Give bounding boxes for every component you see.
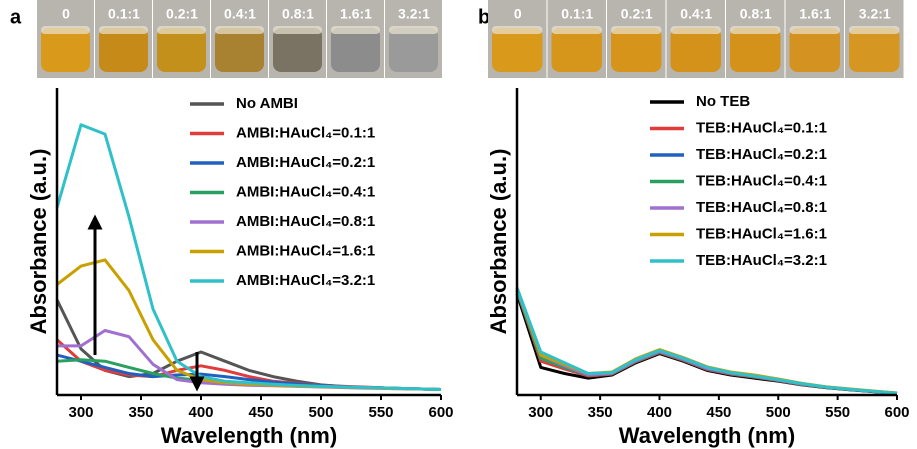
legend-label: AMBI:HAuCl₄=0.4:1 (236, 183, 375, 200)
vial-rim (99, 26, 148, 34)
vial-rim (389, 26, 438, 34)
x-tick-label: 400 (647, 404, 672, 421)
x-tick-label: 600 (428, 404, 453, 421)
legend-label: No AMBI (236, 95, 298, 112)
vial-label: 1.6:1 (799, 6, 831, 22)
legend-label: AMBI:HAuCl₄=0.1:1 (236, 124, 375, 141)
x-tick-label: 300 (528, 404, 553, 421)
x-tick-label: 550 (825, 404, 850, 421)
panel-label: b (478, 6, 490, 28)
vial-liquid (492, 28, 543, 72)
data-line (515, 287, 898, 395)
vial-liquid (849, 28, 900, 72)
vial-label: 0.4:1 (680, 6, 712, 22)
data-line (515, 288, 898, 395)
panel-label: a (10, 6, 22, 28)
vial-label: 0.8:1 (740, 6, 772, 22)
vial-label: 0.1:1 (561, 6, 593, 22)
vial-label: 0.4:1 (224, 6, 256, 22)
vial-rim (273, 26, 322, 34)
y-axis-label: Absorbance (a.u.) (26, 149, 51, 335)
vial-label: 0 (514, 6, 522, 22)
vial-rim (611, 26, 662, 34)
data-line (515, 290, 898, 395)
vial-label: 0 (62, 6, 70, 22)
data-line (515, 290, 898, 395)
x-tick-label: 500 (308, 404, 333, 421)
vial-label: 3.2:1 (859, 6, 891, 22)
legend-label: TEB:HAuCl₄=0.1:1 (696, 119, 827, 136)
x-tick-label: 600 (884, 404, 909, 421)
vial-rim (492, 26, 543, 34)
vial-rim (730, 26, 781, 34)
x-axis-label: Wavelength (nm) (619, 423, 795, 448)
legend-label: AMBI:HAuCl₄=0.2:1 (236, 154, 375, 171)
y-axis-label: Absorbance (a.u.) (486, 149, 511, 335)
vial-liquid (670, 28, 721, 72)
vial-rim (551, 26, 602, 34)
vial-liquid (730, 28, 781, 72)
vial-rim (789, 26, 840, 34)
vial-rim (849, 26, 900, 34)
x-tick-label: 350 (128, 404, 153, 421)
vial-label: 0.8:1 (282, 6, 314, 22)
vial-label: 0.2:1 (166, 6, 198, 22)
vial-rim (41, 26, 90, 34)
legend-label: No TEB (696, 93, 750, 110)
data-line (515, 293, 898, 395)
legend-label: TEB:HAuCl₄=1.6:1 (696, 225, 827, 242)
vial-rim (215, 26, 264, 34)
x-tick-label: 350 (588, 404, 613, 421)
legend-label: TEB:HAuCl₄=3.2:1 (696, 252, 827, 269)
legend-label: TEB:HAuCl₄=0.4:1 (696, 172, 827, 189)
data-line (515, 287, 898, 395)
legend-label: TEB:HAuCl₄=0.2:1 (696, 146, 827, 163)
vial-liquid (273, 28, 322, 72)
legend-label: TEB:HAuCl₄=0.8:1 (696, 199, 827, 216)
data-line (515, 290, 898, 395)
x-tick-label: 300 (68, 404, 93, 421)
vial-liquid (215, 28, 264, 72)
vial-liquid (331, 28, 380, 72)
vial-rim (157, 26, 206, 34)
x-tick-label: 450 (706, 404, 731, 421)
vial-liquid (157, 28, 206, 72)
x-tick-label: 400 (188, 404, 213, 421)
x-tick-label: 450 (248, 404, 273, 421)
vial-liquid (389, 28, 438, 72)
vial-liquid (551, 28, 602, 72)
vial-label: 3.2:1 (398, 6, 430, 22)
legend-label: AMBI:HAuCl₄=1.6:1 (236, 242, 375, 259)
vial-label: 0.1:1 (108, 6, 140, 22)
vial-rim (670, 26, 721, 34)
x-axis-label: Wavelength (nm) (161, 423, 337, 448)
vial-rim (331, 26, 380, 34)
vial-liquid (789, 28, 840, 72)
vial-liquid (99, 28, 148, 72)
data-line (55, 123, 442, 391)
x-tick-label: 500 (766, 404, 791, 421)
vial-label: 1.6:1 (340, 6, 372, 22)
vial-liquid (41, 28, 90, 72)
legend-label: AMBI:HAuCl₄=0.8:1 (236, 213, 375, 230)
vial-liquid (611, 28, 662, 72)
legend-label: AMBI:HAuCl₄=3.2:1 (236, 272, 375, 289)
vial-label: 0.2:1 (621, 6, 653, 22)
x-tick-label: 550 (368, 404, 393, 421)
